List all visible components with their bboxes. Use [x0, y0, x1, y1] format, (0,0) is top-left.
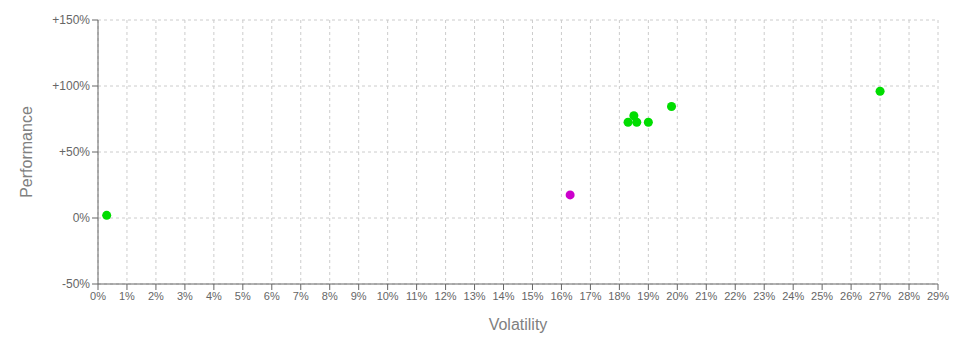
svg-text:24%: 24% — [782, 290, 804, 302]
svg-text:+100%: +100% — [52, 79, 90, 93]
svg-text:1%: 1% — [119, 290, 135, 302]
svg-text:+150%: +150% — [52, 13, 90, 27]
svg-text:2%: 2% — [148, 290, 164, 302]
svg-text:8%: 8% — [322, 290, 338, 302]
svg-text:0%: 0% — [73, 211, 91, 225]
svg-text:Performance: Performance — [18, 106, 35, 198]
svg-text:17%: 17% — [579, 290, 601, 302]
svg-text:27%: 27% — [869, 290, 891, 302]
svg-text:28%: 28% — [898, 290, 920, 302]
svg-text:9%: 9% — [351, 290, 367, 302]
svg-text:3%: 3% — [177, 290, 193, 302]
svg-text:0%: 0% — [90, 290, 106, 302]
svg-text:6%: 6% — [264, 290, 280, 302]
svg-text:19%: 19% — [637, 290, 659, 302]
svg-text:10%: 10% — [377, 290, 399, 302]
svg-text:Volatility: Volatility — [489, 316, 548, 333]
svg-text:5%: 5% — [235, 290, 251, 302]
svg-text:14%: 14% — [493, 290, 515, 302]
svg-text:21%: 21% — [695, 290, 717, 302]
svg-text:18%: 18% — [608, 290, 630, 302]
svg-text:7%: 7% — [293, 290, 309, 302]
svg-text:23%: 23% — [753, 290, 775, 302]
svg-text:16%: 16% — [550, 290, 572, 302]
svg-text:22%: 22% — [724, 290, 746, 302]
svg-text:13%: 13% — [464, 290, 486, 302]
svg-text:25%: 25% — [811, 290, 833, 302]
svg-text:4%: 4% — [206, 290, 222, 302]
svg-text:-50%: -50% — [62, 277, 90, 291]
svg-text:20%: 20% — [666, 290, 688, 302]
svg-text:+50%: +50% — [59, 145, 90, 159]
svg-text:29%: 29% — [927, 290, 949, 302]
svg-text:11%: 11% — [406, 290, 427, 302]
svg-text:15%: 15% — [521, 290, 543, 302]
svg-text:12%: 12% — [435, 290, 457, 302]
svg-text:26%: 26% — [840, 290, 862, 302]
